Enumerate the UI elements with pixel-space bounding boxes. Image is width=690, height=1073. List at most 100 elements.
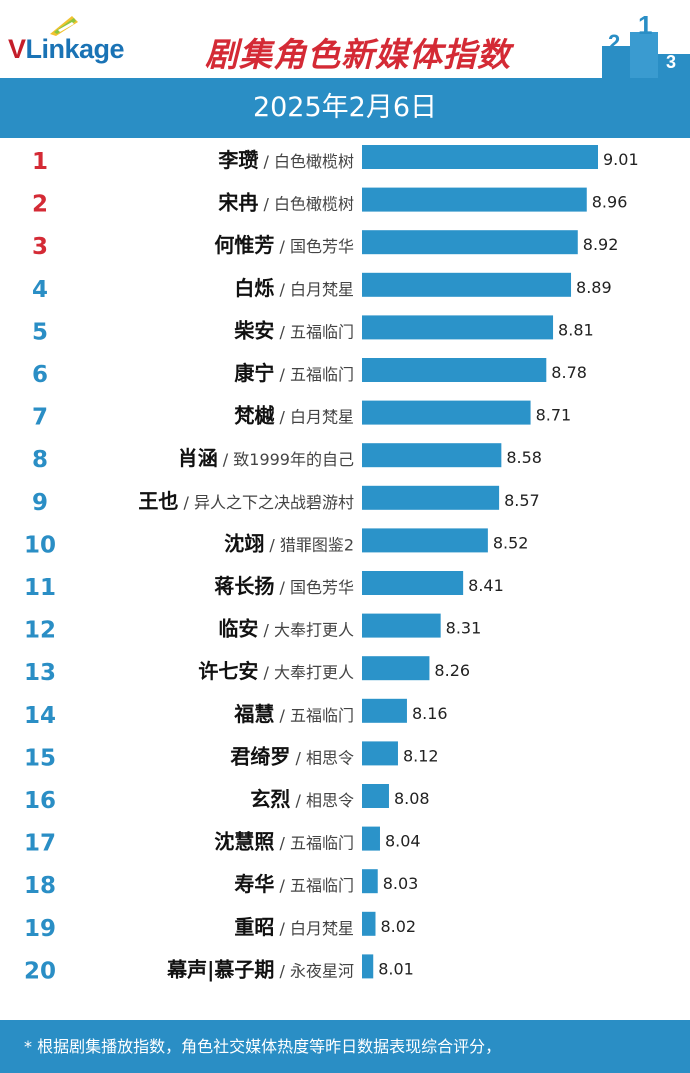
rank-number: 16 (24, 788, 56, 814)
rank-number: 12 (24, 618, 56, 644)
value-bar (362, 358, 547, 382)
logo-text: VLinkage (8, 34, 125, 65)
row-label: 许七安 / 大奉打更人 (198, 659, 354, 683)
row-label: 宋冉 / 白色橄榄树 (218, 191, 354, 215)
drama-name: / 白月梵星 (274, 280, 354, 299)
rank-number: 6 (32, 362, 48, 388)
character-name: 梵樾 (234, 404, 275, 428)
value-label: 8.01 (378, 959, 414, 978)
value-label: 8.12 (403, 746, 439, 765)
character-name: 沈翊 (224, 531, 264, 555)
row-label: 幕声|慕子期 / 永夜星河 (166, 957, 354, 981)
row-label: 李瓒 / 白色橄榄树 (217, 148, 354, 172)
drama-name: / 五福临门 (274, 834, 354, 853)
value-bar (362, 613, 441, 638)
row-label: 福慧 / 五福临门 (233, 702, 354, 726)
row-label: 康宁 / 五福临门 (234, 361, 354, 385)
character-name: 幕声|慕子期 (166, 957, 274, 981)
row-label: 肖涵 / 致1999年的自己 (178, 446, 354, 470)
value-label: 8.52 (493, 533, 529, 552)
value-bar (362, 485, 500, 510)
drama-name: / 异人之下之决战碧游村 (178, 493, 354, 512)
value-bar (362, 187, 587, 212)
header: VLinkage 剧集角色新媒体指数 2 1 3 (0, 0, 690, 78)
row-label: 白烁 / 白月梵星 (234, 276, 354, 300)
row-label: 临安 / 大奉打更人 (218, 617, 354, 641)
value-bar (362, 954, 374, 979)
drama-name: / 致1999年的自己 (218, 450, 354, 469)
value-label: 8.26 (434, 661, 470, 680)
rank-number: 17 (24, 831, 56, 857)
footer-note: * 根据剧集播放指数，角色社交媒体热度等昨日数据表现综合评分， (0, 1020, 690, 1073)
row-label: 沈翊 / 猎罪图鉴2 (224, 531, 354, 555)
value-bar (362, 784, 389, 808)
character-name: 何惟芳 (214, 233, 274, 257)
drama-name: / 猎罪图鉴2 (264, 535, 354, 554)
value-bar (362, 656, 430, 681)
drama-name: / 白月梵星 (274, 408, 354, 427)
rank-number: 13 (24, 660, 56, 686)
row-label: 沈慧照 / 五福临门 (214, 830, 354, 854)
value-bar (362, 571, 464, 595)
value-label: 8.78 (551, 363, 587, 382)
character-name: 玄烈 (250, 787, 290, 811)
value-label: 8.41 (468, 576, 504, 595)
value-label: 8.81 (558, 320, 594, 339)
value-bar (362, 528, 488, 553)
value-bar (362, 400, 531, 425)
logo-mark-icon (50, 16, 78, 36)
svg-text:1: 1 (638, 10, 652, 40)
value-bar (362, 741, 398, 766)
ranking-bar-chart: 1 李瓒 / 白色橄榄树 9.01 2 宋冉 / 白色橄榄树 8.96 3 何惟芳 / 国色芳… (24, 145, 639, 984)
character-name: 重昭 (234, 915, 274, 939)
character-name: 李瓒 (217, 148, 258, 172)
rank-number: 15 (24, 745, 56, 771)
row-label: 寿华 / 五福临门 (234, 872, 354, 896)
value-bar (362, 698, 407, 723)
value-label: 8.16 (412, 704, 448, 723)
row-label: 君绮罗 / 相思令 (230, 744, 354, 768)
drama-name: / 五福临门 (274, 365, 354, 384)
value-label: 8.04 (385, 832, 421, 851)
value-label: 8.89 (576, 278, 612, 297)
character-name: 柴安 (233, 318, 274, 342)
svg-text:3: 3 (666, 52, 676, 72)
drama-name: / 五福临门 (274, 322, 354, 341)
drama-name: / 大奉打更人 (258, 621, 354, 640)
character-name: 沈慧照 (214, 830, 274, 854)
rank-number: 3 (32, 234, 48, 260)
rank-number: 4 (32, 277, 48, 303)
character-name: 康宁 (234, 361, 274, 385)
character-name: 寿华 (234, 872, 274, 896)
rank-number: 9 (32, 490, 48, 516)
rank-number: 7 (32, 405, 48, 431)
drama-name: / 国色芳华 (274, 578, 354, 597)
rank-number: 14 (24, 703, 56, 729)
character-name: 王也 (138, 489, 178, 513)
value-label: 8.57 (504, 491, 540, 510)
value-label: 8.02 (380, 917, 416, 936)
character-name: 福慧 (233, 702, 274, 726)
value-label: 8.92 (583, 235, 619, 254)
drama-name: / 白色橄榄树 (258, 195, 354, 214)
character-name: 君绮罗 (230, 744, 290, 768)
character-name: 许七安 (198, 659, 258, 683)
value-bar (362, 911, 376, 936)
rank-number: 8 (32, 447, 48, 473)
rank-number: 2 (32, 192, 48, 218)
svg-text:2: 2 (608, 30, 620, 55)
drama-name: / 相思令 (290, 748, 354, 767)
drama-name: / 大奉打更人 (258, 663, 354, 682)
row-label: 蒋长扬 / 国色芳华 (214, 574, 354, 598)
rank-number: 11 (24, 575, 56, 601)
drama-name: / 相思令 (290, 791, 354, 810)
podium-icon: 2 1 3 (602, 10, 690, 78)
drama-name: / 五福临门 (274, 706, 354, 725)
logo-wordmark: Linkage (25, 34, 125, 64)
value-bar (362, 145, 598, 169)
value-label: 8.96 (592, 193, 628, 212)
rank-number: 5 (32, 319, 48, 345)
rank-number: 10 (24, 532, 56, 558)
drama-name: / 白月梵星 (274, 919, 354, 938)
drama-name: / 五福临门 (274, 876, 354, 895)
